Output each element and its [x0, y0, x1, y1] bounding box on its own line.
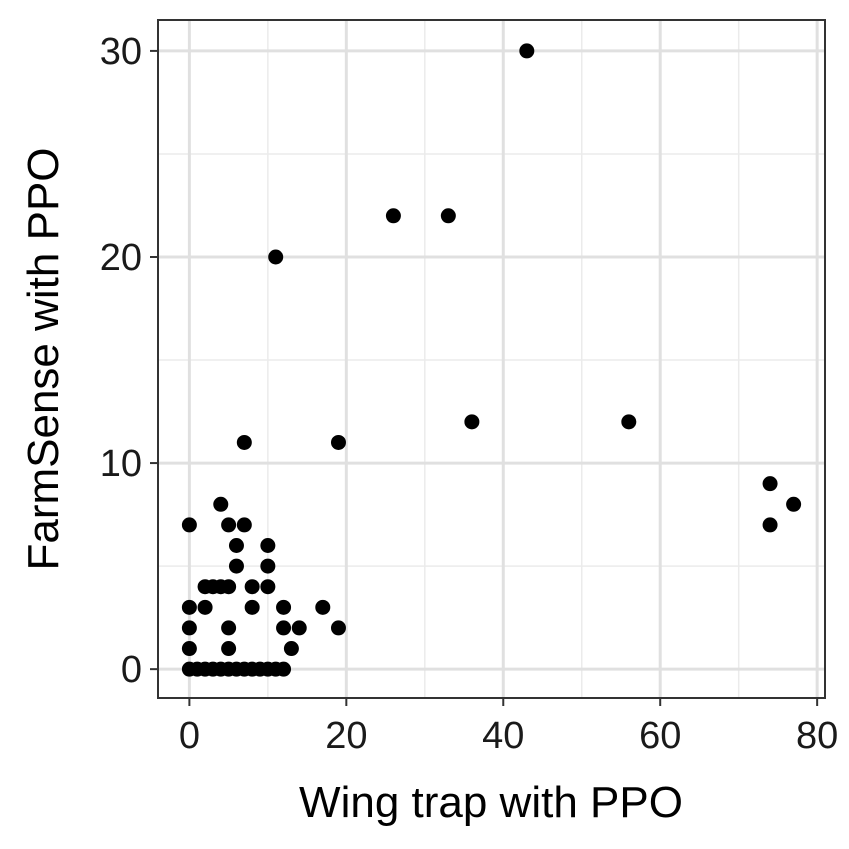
data-point	[315, 599, 331, 615]
data-point	[221, 641, 237, 657]
minor-gridlines	[158, 20, 825, 698]
data-point	[228, 558, 244, 574]
data-point	[519, 43, 535, 59]
data-point	[197, 599, 213, 615]
data-point	[181, 599, 197, 615]
x-axis-ticks: 0 20 40 60 80	[179, 698, 838, 757]
data-point	[330, 434, 346, 450]
data-point	[260, 558, 276, 574]
data-point	[268, 249, 284, 265]
data-point	[181, 517, 197, 533]
data-point	[330, 620, 346, 636]
data-point	[244, 579, 260, 595]
data-point	[440, 208, 456, 224]
data-point	[236, 434, 252, 450]
y-tick-label: 10	[100, 443, 142, 485]
data-point	[244, 599, 260, 615]
y-axis-title: FarmSense with PPO	[19, 147, 68, 570]
data-point	[260, 579, 276, 595]
data-point	[181, 641, 197, 657]
x-tick-label: 40	[482, 715, 524, 757]
data-point	[213, 496, 229, 512]
major-gridlines	[158, 20, 825, 698]
data-points	[181, 43, 802, 677]
data-point	[236, 517, 252, 533]
data-point	[260, 538, 276, 554]
data-point	[276, 599, 292, 615]
plot-panel-border	[157, 19, 826, 699]
data-point	[786, 496, 802, 512]
data-point	[221, 579, 237, 595]
x-tick-label: 60	[639, 715, 681, 757]
data-point	[276, 661, 292, 677]
x-tick-label: 20	[325, 715, 367, 757]
data-point	[228, 538, 244, 554]
data-point	[762, 476, 778, 492]
data-point	[762, 517, 778, 533]
data-point	[385, 208, 401, 224]
y-tick-label: 0	[121, 649, 142, 691]
y-tick-label: 30	[100, 31, 142, 73]
y-axis-ticks: 0 10 20 30	[100, 31, 158, 691]
x-tick-label: 0	[179, 715, 200, 757]
y-tick-label: 20	[100, 237, 142, 279]
data-point	[221, 620, 237, 636]
data-point	[221, 517, 237, 533]
data-point	[464, 414, 480, 430]
data-point	[283, 641, 299, 657]
data-point	[181, 620, 197, 636]
data-point	[276, 620, 292, 636]
data-point	[291, 620, 307, 636]
data-point	[621, 414, 637, 430]
x-tick-label: 80	[796, 715, 838, 757]
x-axis-title: Wing trap with PPO	[299, 778, 683, 827]
